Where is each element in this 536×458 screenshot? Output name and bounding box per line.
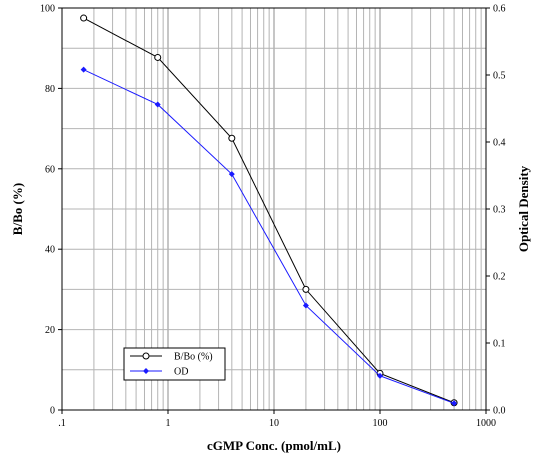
y-tick-label: 80 — [45, 84, 55, 95]
y2-tick-label: 0.4 — [493, 138, 506, 149]
y2-tick-label: 0.1 — [493, 339, 506, 350]
y2-tick-label: 0.3 — [493, 205, 506, 216]
y-tick-label: 100 — [40, 4, 55, 15]
y2-tick-label: 0.2 — [493, 272, 506, 283]
y-tick-label: 60 — [45, 164, 55, 175]
x-tick-label: 1 — [166, 418, 171, 429]
grid-layer — [62, 8, 486, 410]
y-tick-label: 0 — [50, 406, 55, 417]
y2-tick-label: 0.0 — [493, 406, 506, 417]
y-tick-label: 20 — [45, 325, 55, 336]
legend: B/Bo (%) OD — [123, 347, 226, 381]
y2-tick-label: 0.5 — [493, 71, 506, 82]
x-tick-label: 100 — [373, 418, 388, 429]
legend-marker-od — [143, 368, 149, 374]
data-point-od — [154, 101, 161, 108]
y2-tick-label: 0.6 — [493, 4, 506, 15]
data-point-od — [377, 372, 383, 379]
data-point-bbo — [302, 285, 310, 293]
series-line-0 — [83, 17, 455, 404]
legend-box — [123, 347, 226, 381]
y-tick-label: 40 — [45, 245, 55, 256]
data-point-bbo — [80, 14, 88, 22]
ticks-layer: .1 1 10 100 1000 0 20 40 60 80 100 0.0 0.1 0.2 0.3 0.4 0… — [40, 4, 506, 430]
x-tick-label: .1 — [58, 418, 66, 429]
legend-marker-bbo — [142, 352, 150, 360]
legend-label-bbo: B/Bo (%) — [174, 352, 213, 363]
x-tick-label: 1000 — [476, 418, 496, 429]
series-layer — [80, 14, 458, 407]
data-point-od — [228, 171, 235, 178]
y2-axis-title: Optical Density — [516, 165, 531, 252]
x-tick-label: 10 — [269, 418, 279, 429]
data-point-od — [80, 66, 87, 73]
legend-label-od: OD — [174, 367, 188, 378]
data-point-od — [451, 400, 458, 407]
data-point-bbo — [154, 53, 162, 61]
data-point-od — [302, 302, 309, 309]
series-line-1 — [83, 69, 455, 404]
data-point-bbo — [228, 134, 236, 142]
x-axis-title: cGMP Conc. (pmol/mL) — [207, 438, 341, 453]
y-axis-title: B/Bo (%) — [10, 183, 25, 235]
